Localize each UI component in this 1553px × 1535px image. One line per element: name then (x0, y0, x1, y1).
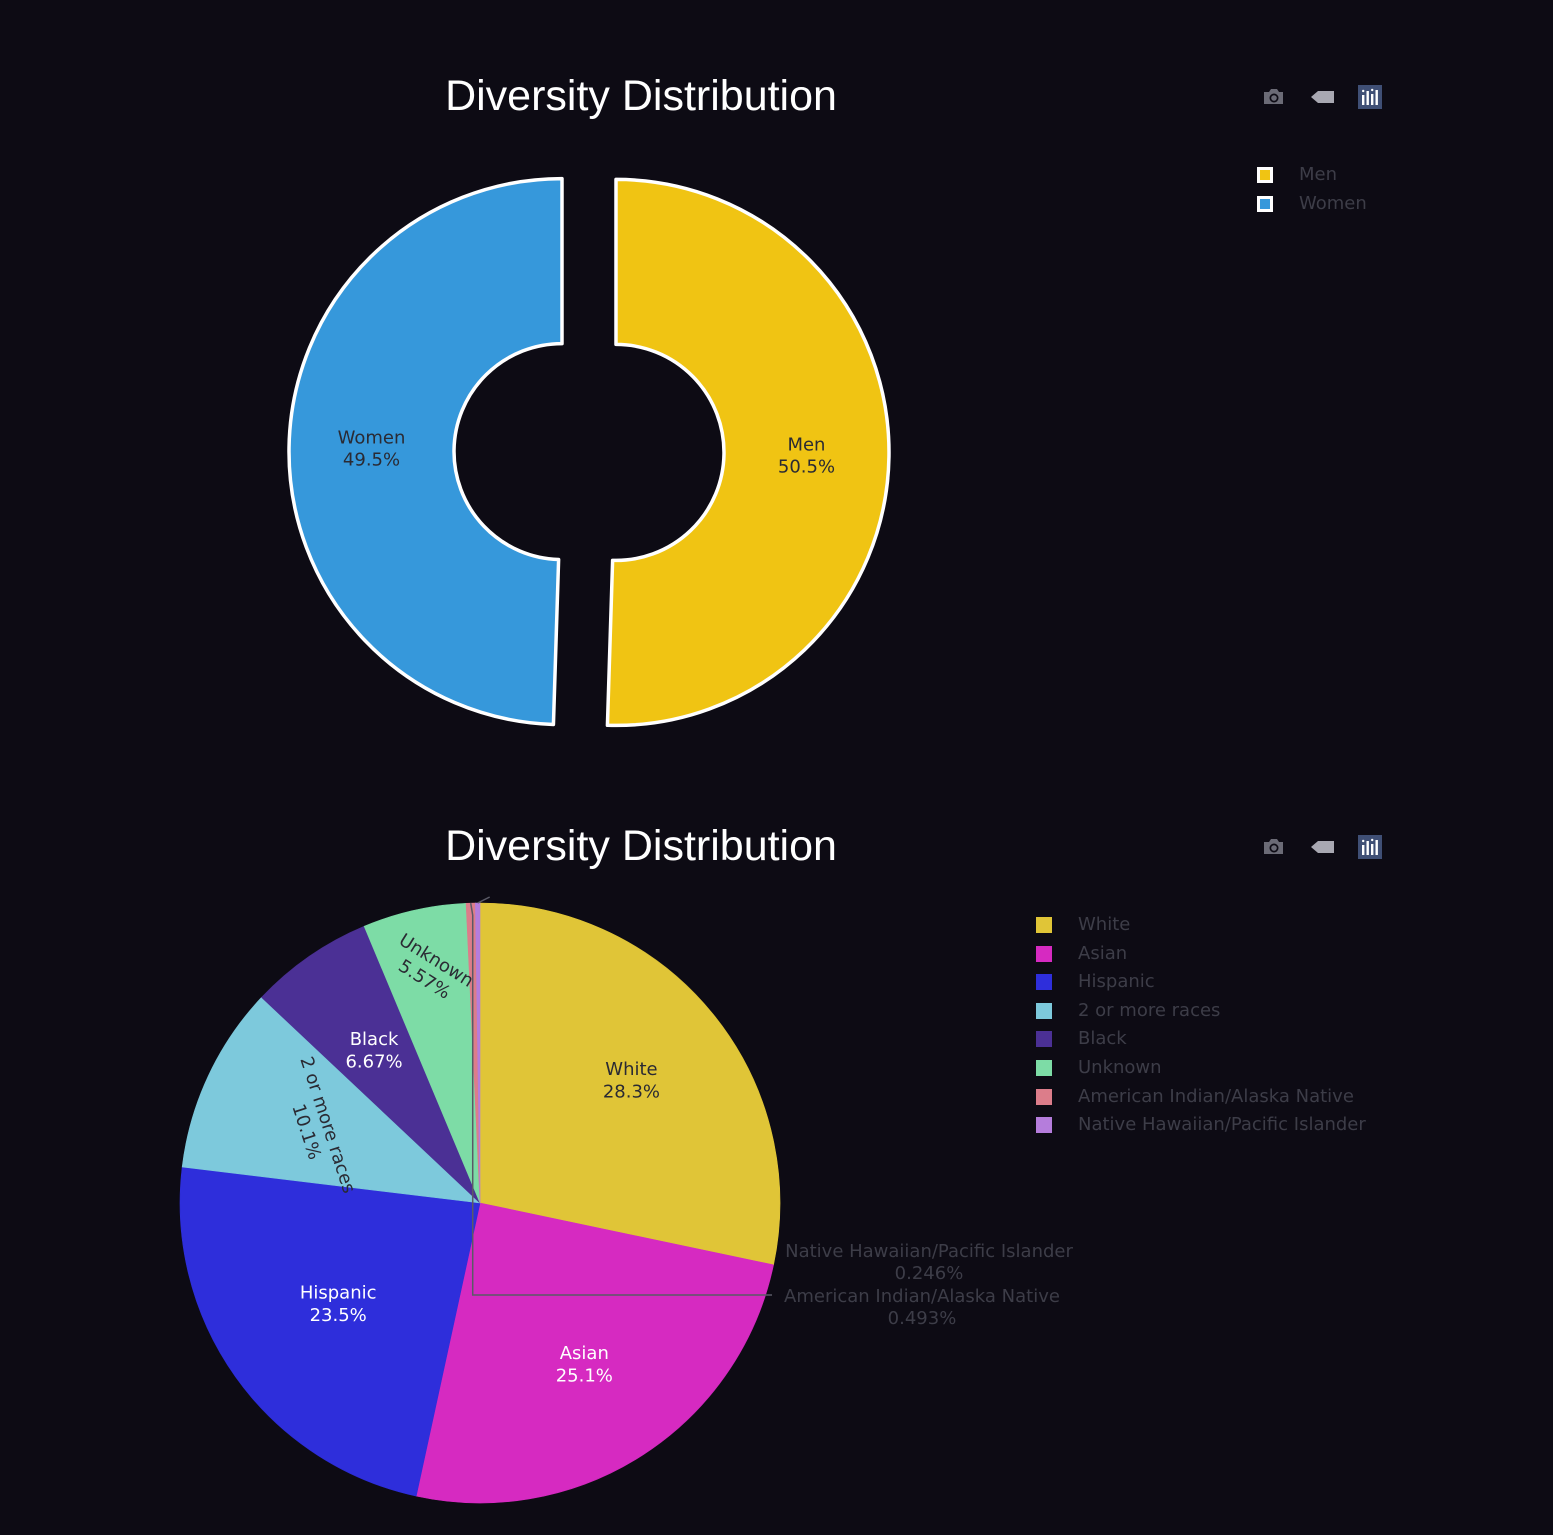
legend-label: Asian (1078, 942, 1128, 964)
slice-label: Asian (560, 1343, 609, 1364)
race-chart-panel: White 28.3% Asian 25.1% Hispanic 23.5% 2 or mo… (0, 750, 1553, 1504)
slice-2-or-more-races[interactable] (181, 996, 481, 1204)
legend-swatch (1036, 1031, 1052, 1048)
slice-text-hispanic: Hispanic 23.5% (300, 1283, 377, 1326)
slice-percent: 50.5% (778, 457, 835, 478)
slice-text-women: Women 49.5% (338, 427, 406, 470)
leader-line-american-indian-alaska-native (469, 903, 772, 1296)
tag-icon[interactable] (1307, 832, 1337, 862)
legend-label: 2 or more races (1078, 999, 1221, 1021)
legend-swatch (1036, 1088, 1052, 1105)
slice-label: Women (338, 427, 406, 448)
modebar (1255, 832, 1390, 862)
gender-chart-panel: Men 50.5% Women 49.5% Diversity Distributio… (0, 0, 1553, 750)
slice-hispanic[interactable] (179, 1166, 481, 1497)
race-pie-chart: White 28.3%Asian 25.1%Hispanic 23.5%2 or mo… (179, 896, 1073, 1504)
slice-label: Men (787, 434, 825, 455)
plotly-logo-icon[interactable] (1355, 832, 1385, 862)
slice-text-men: Men 50.5% (778, 434, 835, 477)
legend-swatch (1257, 195, 1273, 212)
legend-swatch (1036, 1117, 1052, 1134)
legend-label: Unknown (1078, 1057, 1162, 1078)
slice-percent: 49.5% (343, 450, 400, 471)
gender-donut-chart: Men 50.5% Women 49.5% (287, 176, 891, 728)
camera-icon[interactable] (1258, 832, 1288, 862)
legend-swatch (1036, 945, 1052, 962)
legend-swatch (1036, 917, 1052, 933)
legend-swatch (1036, 974, 1052, 991)
slice-women[interactable] (287, 176, 564, 727)
slice-label: Black (350, 1029, 399, 1050)
legend-label: Hispanic (1078, 971, 1155, 993)
plotly-logo-icon[interactable] (1355, 82, 1385, 112)
slice-percent: 28.3% (603, 1081, 660, 1102)
slice-percent: 23.5% (310, 1305, 367, 1326)
camera-icon[interactable] (1258, 82, 1288, 112)
slice-text-american-indian-alaska-native: American Indian/Alaska Native 0.493% (784, 1286, 1060, 1329)
tag-icon[interactable] (1307, 82, 1337, 112)
slice-label: American Indian/Alaska Native (784, 1286, 1060, 1307)
slice-text-native-hawaiian-pacific-islander: Native Hawaiian/Pacific Islander 0.246% (785, 1241, 1073, 1284)
legend-label: Native Hawaiian/Pacific Islander (1078, 1114, 1366, 1136)
legend-label: Black (1078, 1028, 1127, 1050)
slice-label: White (605, 1059, 657, 1080)
legend-label: Men (1299, 164, 1338, 185)
legend-swatch (1036, 1060, 1052, 1076)
slice-men[interactable] (605, 177, 891, 728)
slice-percent: 25.1% (556, 1365, 613, 1386)
legend-swatch (1036, 1002, 1052, 1019)
slice-percent: 0.246% (895, 1263, 964, 1284)
slice-text-white: White 28.3% (603, 1059, 660, 1102)
legend-label: Women (1299, 192, 1367, 214)
slice-asian[interactable] (415, 1202, 774, 1504)
legend-label: American Indian/Alaska Native (1078, 1085, 1354, 1107)
slice-percent: 0.493% (888, 1308, 957, 1329)
slice-text-asian: Asian 25.1% (556, 1343, 613, 1386)
slice-black[interactable] (261, 925, 481, 1204)
slice-label: Native Hawaiian/Pacific Islander (785, 1241, 1073, 1262)
legend-label: White (1078, 914, 1131, 935)
modebar (1255, 82, 1390, 112)
slice-white[interactable] (479, 902, 781, 1266)
legend-swatch (1257, 167, 1273, 183)
slice-percent: 6.67% (345, 1051, 402, 1072)
slice-text-black: Black 6.67% (345, 1029, 402, 1072)
leader-line-native-hawaiian-pacific-islander (477, 896, 491, 904)
chart-title: Diversity Distribution (445, 72, 837, 120)
slice-label: Hispanic (300, 1283, 377, 1304)
slice-native-hawaiian-pacific-islander[interactable] (475, 902, 481, 1204)
chart-title: Diversity Distribution (445, 822, 837, 870)
